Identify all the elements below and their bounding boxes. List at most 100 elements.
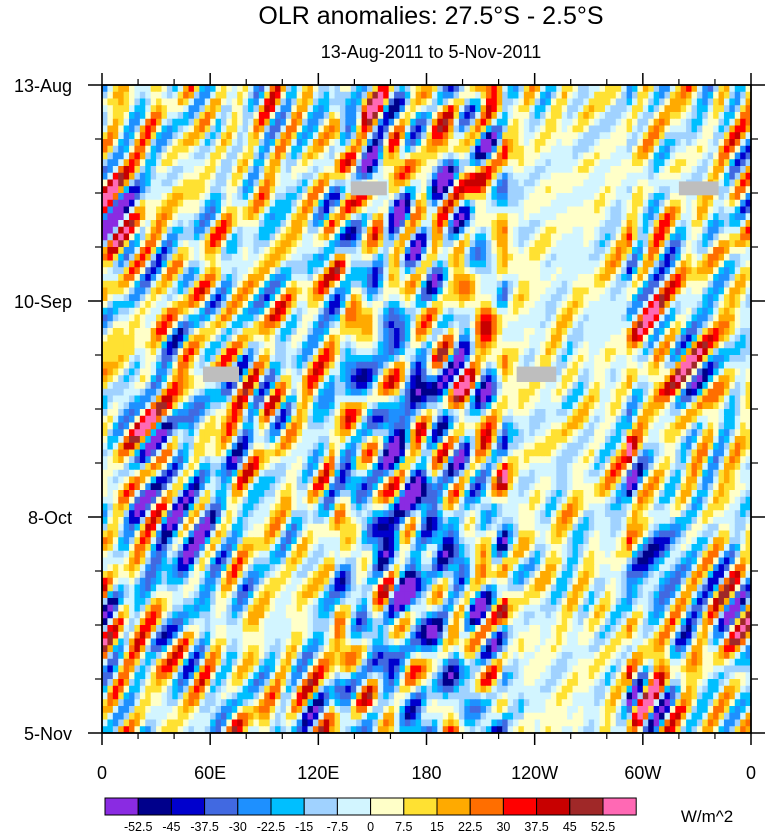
field-cell bbox=[572, 328, 579, 336]
field-cell bbox=[242, 179, 249, 187]
field-cell bbox=[334, 314, 341, 322]
field-cell bbox=[118, 348, 125, 356]
field-cell bbox=[626, 112, 633, 120]
field-cell bbox=[745, 199, 751, 208]
field-cell bbox=[253, 139, 260, 147]
field-cell bbox=[339, 355, 346, 363]
field-cell bbox=[669, 112, 676, 120]
field-cell bbox=[480, 125, 487, 133]
field-cell bbox=[518, 105, 525, 113]
field-cell bbox=[312, 85, 319, 93]
field-cell bbox=[399, 355, 406, 363]
field-cell bbox=[253, 85, 260, 93]
field-cell bbox=[188, 301, 195, 309]
field-cell bbox=[502, 145, 509, 154]
field-cell bbox=[220, 118, 227, 127]
field-cell bbox=[534, 253, 541, 262]
field-cell bbox=[410, 267, 417, 275]
field-cell bbox=[729, 247, 736, 255]
field-cell bbox=[199, 152, 206, 160]
field-cell bbox=[339, 361, 346, 370]
field-cell bbox=[442, 301, 449, 309]
field-cell bbox=[166, 321, 173, 329]
field-cell bbox=[102, 159, 109, 167]
field-cell bbox=[123, 125, 130, 133]
field-cell bbox=[545, 159, 552, 167]
field-cell bbox=[248, 172, 255, 181]
field-cell bbox=[226, 172, 233, 181]
field-cell bbox=[734, 321, 741, 329]
field-cell bbox=[345, 301, 352, 309]
field-cell bbox=[713, 280, 720, 289]
field-cell bbox=[464, 361, 471, 370]
field-cell bbox=[659, 341, 666, 349]
field-cell bbox=[496, 199, 503, 208]
field-cell bbox=[680, 321, 687, 329]
field-cell bbox=[588, 186, 595, 194]
field-cell bbox=[664, 179, 671, 187]
field-cell bbox=[702, 145, 709, 154]
field-cell bbox=[621, 206, 628, 214]
field-cell bbox=[161, 139, 168, 147]
field-cell bbox=[161, 341, 168, 349]
field-cell bbox=[610, 145, 617, 154]
field-cell bbox=[172, 199, 179, 208]
field-cell bbox=[188, 98, 195, 106]
field-cell bbox=[172, 287, 179, 295]
field-cell bbox=[696, 301, 703, 309]
field-cell bbox=[334, 98, 341, 106]
field-cell bbox=[496, 321, 503, 329]
field-cell bbox=[123, 240, 130, 248]
field-cell bbox=[502, 105, 509, 113]
field-cell bbox=[567, 105, 574, 113]
field-cell bbox=[675, 105, 682, 113]
field-cell bbox=[431, 132, 438, 140]
field-cell bbox=[226, 314, 233, 322]
field-cell bbox=[637, 355, 644, 363]
field-cell bbox=[729, 159, 736, 167]
field-cell bbox=[680, 145, 687, 154]
field-cell bbox=[475, 226, 482, 235]
field-cell bbox=[220, 125, 227, 133]
field-cell bbox=[686, 152, 693, 160]
field-cell bbox=[307, 159, 314, 167]
field-cell bbox=[437, 233, 444, 241]
field-cell bbox=[464, 348, 471, 356]
field-cell bbox=[334, 294, 341, 302]
field-cell bbox=[702, 348, 709, 356]
field-cell bbox=[367, 193, 374, 201]
field-cell bbox=[199, 314, 206, 322]
field-cell bbox=[615, 125, 622, 133]
field-cell bbox=[437, 287, 444, 295]
field-cell bbox=[464, 287, 471, 295]
field-cell bbox=[464, 145, 471, 154]
field-cell bbox=[729, 220, 736, 228]
field-cell bbox=[285, 125, 292, 133]
field-cell bbox=[296, 112, 303, 120]
field-cell bbox=[215, 145, 222, 154]
field-cell bbox=[307, 98, 314, 106]
field-cell bbox=[702, 240, 709, 248]
field-cell bbox=[496, 253, 503, 262]
field-cell bbox=[686, 260, 693, 268]
field-cell bbox=[177, 301, 184, 309]
field-cell bbox=[248, 105, 255, 113]
field-cell bbox=[242, 361, 249, 370]
field-cell bbox=[637, 247, 644, 255]
field-cell bbox=[669, 139, 676, 147]
field-cell bbox=[394, 98, 401, 106]
field-cell bbox=[594, 85, 601, 93]
field-cell bbox=[150, 361, 157, 370]
field-cell bbox=[258, 206, 265, 214]
field-cell bbox=[610, 186, 617, 194]
field-cell bbox=[237, 118, 244, 127]
field-cell bbox=[659, 159, 666, 167]
field-cell bbox=[183, 307, 190, 316]
field-cell bbox=[458, 186, 465, 194]
field-cell bbox=[372, 166, 379, 174]
field-cell bbox=[604, 132, 611, 140]
field-cell bbox=[729, 341, 736, 349]
field-cell bbox=[567, 91, 574, 100]
field-cell bbox=[102, 294, 109, 302]
field-cell bbox=[269, 280, 276, 289]
